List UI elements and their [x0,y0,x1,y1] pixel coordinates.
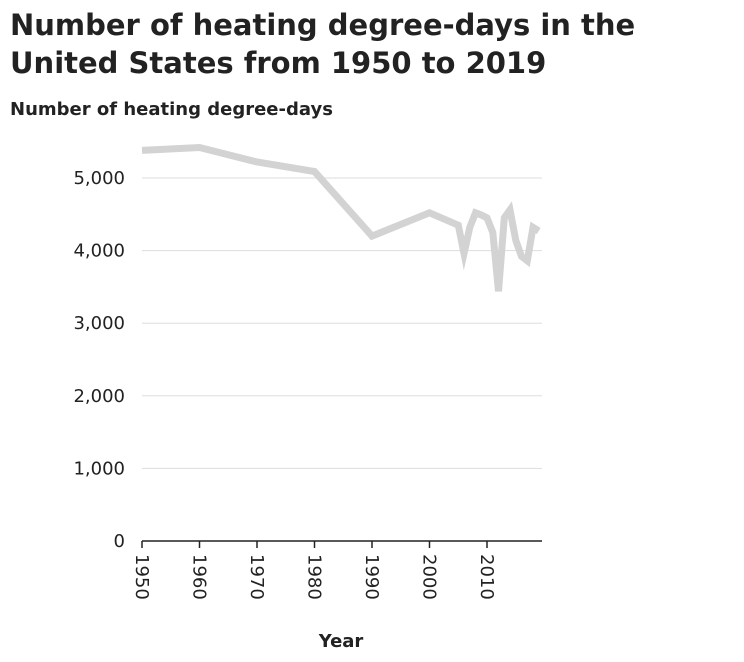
x-tick-label: 1990 [361,554,382,600]
y-tick-label: 2,000 [73,386,125,407]
x-tick-label: 2010 [476,554,497,600]
data-point [521,256,522,257]
x-axis-title: Year [318,631,364,652]
y-tick-label: 4,000 [73,241,125,262]
data-point [527,260,528,261]
x-tick-label: 1970 [246,554,267,600]
data-point [199,147,200,148]
data-point [464,253,465,254]
data-point [481,215,482,216]
y-tick-label: 0 [114,531,125,552]
y-tick-label: 5,000 [73,168,125,189]
x-tick-label: 1950 [131,554,152,600]
data-point [469,227,470,228]
data-point [492,232,493,233]
data-point [510,209,511,210]
y-axis-title: Number of heating degree-days [10,99,333,120]
chart-title: Number of heating degree-days in the Uni… [10,8,636,80]
gridlines [142,177,542,469]
x-tick-label: 2000 [419,554,440,600]
data-point [475,212,476,213]
data-point [314,171,315,172]
y-tick-label: 1,000 [73,458,125,479]
data-point [504,217,505,218]
data-point [257,162,258,163]
data-point [429,212,430,213]
x-axis: 1950 1960 1970 1980 1990 2000 2010 [131,540,542,600]
data-point [533,227,534,228]
data-point [515,240,516,241]
data-point [487,217,488,218]
data-point [538,230,539,231]
data-point [372,236,373,237]
x-tick-label: 1960 [189,554,210,600]
data-point [458,225,459,226]
x-tick-label: 1980 [304,554,325,600]
y-axis-ticks: 0 1,000 2,000 3,000 4,000 5,000 [73,168,125,552]
data-point [142,150,143,151]
series [141,143,541,292]
y-tick-label: 3,000 [73,313,125,334]
series-line-0 [141,143,541,292]
data-point [498,291,499,292]
